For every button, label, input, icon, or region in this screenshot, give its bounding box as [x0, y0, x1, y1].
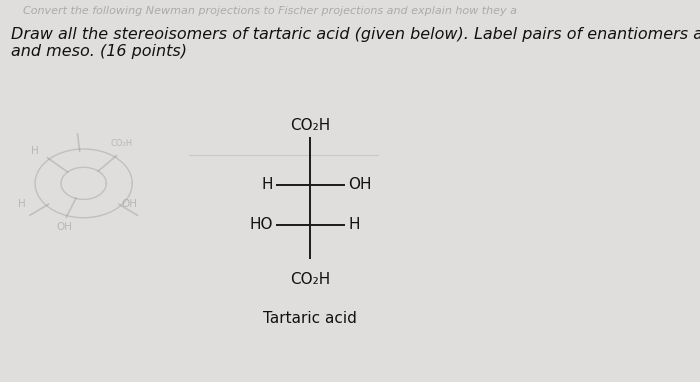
- Text: H: H: [32, 146, 39, 156]
- Text: CO₂H: CO₂H: [111, 139, 133, 148]
- Text: Tartaric acid: Tartaric acid: [263, 311, 357, 326]
- Text: H: H: [348, 217, 360, 233]
- Text: CO₂H: CO₂H: [290, 118, 330, 133]
- Text: CO₂H: CO₂H: [290, 272, 330, 286]
- Text: HO: HO: [249, 217, 272, 233]
- Text: H: H: [18, 199, 25, 209]
- Text: H: H: [261, 177, 272, 193]
- Text: OH: OH: [348, 177, 372, 193]
- Text: Draw all the stereoisomers of tartaric acid (given below). Label pairs of enanti: Draw all the stereoisomers of tartaric a…: [10, 27, 700, 59]
- Text: OH: OH: [57, 222, 73, 232]
- Text: Convert the following Newman projections to Fischer projections and explain how : Convert the following Newman projections…: [23, 6, 517, 16]
- Text: OH: OH: [122, 199, 137, 209]
